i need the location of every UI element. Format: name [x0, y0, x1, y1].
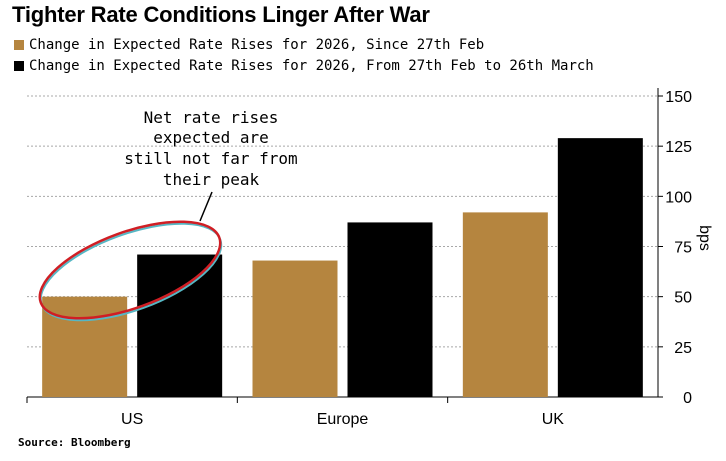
annotation-ellipse	[38, 220, 222, 320]
legend: Change in Expected Rate Rises for 2026, …	[14, 34, 594, 76]
legend-swatch-black	[14, 60, 24, 71]
bar-us-series-2	[137, 254, 223, 397]
y-tick-label: 75	[674, 240, 692, 257]
bar-us-series-1	[42, 296, 128, 397]
chart-title: Tighter Rate Conditions Linger After War	[12, 2, 430, 27]
y-tick-label: 150	[665, 89, 692, 106]
legend-item-27th-feb-to-26th-march: Change in Expected Rate Rises for 2026, …	[14, 55, 594, 76]
x-tick-label: UK	[542, 411, 565, 428]
bar-uk-series-1	[462, 212, 548, 397]
y-tick-label: 0	[683, 390, 692, 407]
bar-europe-series-2	[347, 222, 433, 397]
legend-label: Change in Expected Rate Rises for 2026, …	[29, 36, 485, 53]
x-tick-label: Europe	[317, 411, 369, 428]
y-tick-label: 125	[665, 139, 692, 156]
y-tick-label: 100	[665, 189, 692, 206]
bar-europe-series-1	[252, 260, 338, 397]
y-tick-label: 50	[674, 290, 692, 307]
legend-item-since-27th-feb: Change in Expected Rate Rises for 2026, …	[14, 34, 594, 55]
y-tick-label: 25	[674, 340, 692, 357]
x-tick-label: US	[121, 411, 143, 428]
annotation-text-line: expected are	[153, 128, 269, 147]
annotation-text-line: still not far from	[124, 149, 297, 168]
annotation-pointer-line	[199, 191, 213, 222]
annotation-text-line: their peak	[163, 170, 260, 189]
y-axis-label: bps	[696, 225, 713, 251]
source-note: Source: Bloomberg	[18, 436, 131, 449]
legend-swatch-gold	[14, 39, 24, 50]
legend-label: Change in Expected Rate Rises for 2026, …	[29, 57, 594, 74]
annotation-text-line: Net rate rises	[144, 108, 279, 127]
bar-uk-series-2	[557, 138, 643, 397]
